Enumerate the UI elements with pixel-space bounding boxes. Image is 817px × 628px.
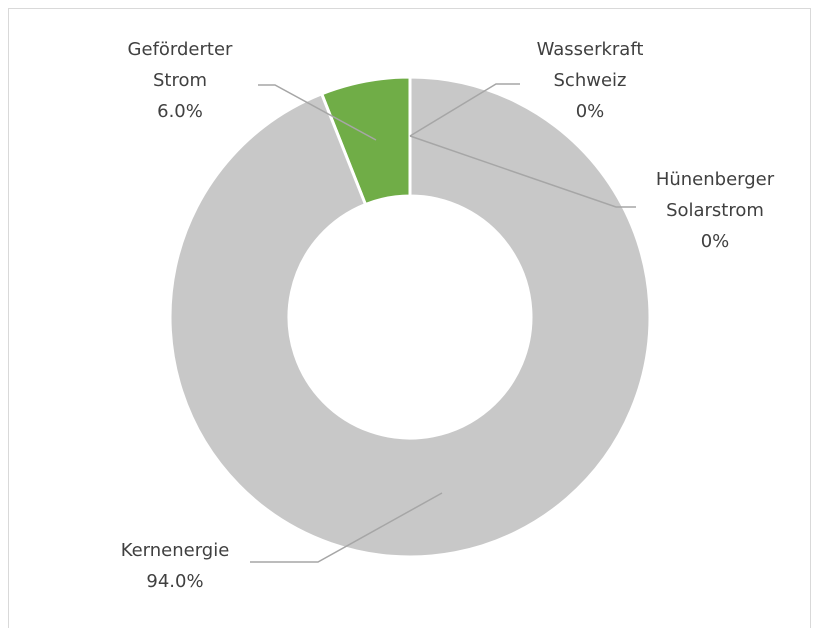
value-label: 0% <box>575 101 605 122</box>
category-label: Geförderter Strom <box>127 39 233 91</box>
leader-line <box>250 492 443 563</box>
category-label: Hünenberger Solarstrom <box>655 169 775 221</box>
category-label: Wasserkraft Schweiz <box>536 39 644 91</box>
chart-frame <box>8 8 811 628</box>
value-label: 0% <box>700 231 730 252</box>
value-label: 6.0% <box>157 101 203 122</box>
donut-slice <box>168 75 652 559</box>
data-label: Kernenergie 94.0% <box>105 535 245 597</box>
leader-line <box>409 135 636 208</box>
category-label: Kernenergie <box>120 540 230 561</box>
data-label: Hünenberger Solarstrom 0% <box>640 164 790 257</box>
leader-line <box>409 83 520 137</box>
data-label: Geförderter Strom 6.0% <box>115 34 245 127</box>
leader-line <box>258 84 377 141</box>
leader-lines <box>250 83 636 563</box>
data-label: Wasserkraft Schweiz 0% <box>525 34 655 127</box>
value-label: 94.0% <box>146 571 204 592</box>
